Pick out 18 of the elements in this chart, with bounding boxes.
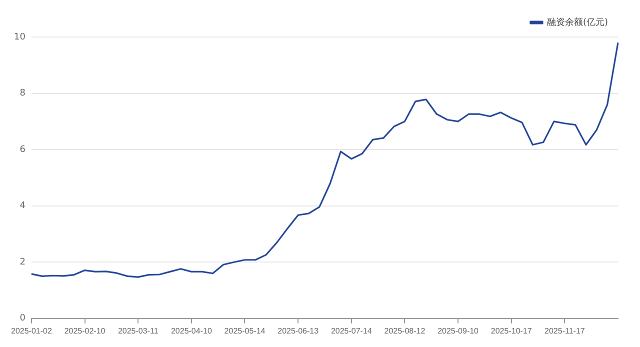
x-tick-label: 2025-03-11	[118, 326, 159, 336]
x-tick-label: 2025-11-17	[544, 326, 586, 336]
x-tick-label: 2025-02-10	[64, 326, 106, 336]
y-tick-label: 10	[14, 32, 26, 42]
x-tick-label: 2025-08-12	[384, 326, 426, 336]
y-tick-label: 0	[20, 314, 26, 324]
y-tick-label: 8	[20, 88, 26, 99]
x-tick-label: 2025-07-14	[330, 326, 372, 336]
x-tick-label: 2025-09-10	[438, 326, 480, 336]
x-tick-label: 2025-05-14	[224, 326, 266, 336]
x-tick-label: 2025-01-02	[11, 326, 52, 336]
x-tick-label: 2025-04-10	[170, 326, 212, 336]
x-tick-label: 2025-10-17	[490, 326, 532, 336]
legend-label: 融资余额(亿元)	[546, 16, 608, 28]
x-tick-label: 2025-06-13	[278, 326, 320, 336]
y-tick-label: 2	[20, 257, 26, 268]
y-tick-label: 6	[20, 144, 26, 155]
y-tick-label: 4	[20, 201, 26, 212]
